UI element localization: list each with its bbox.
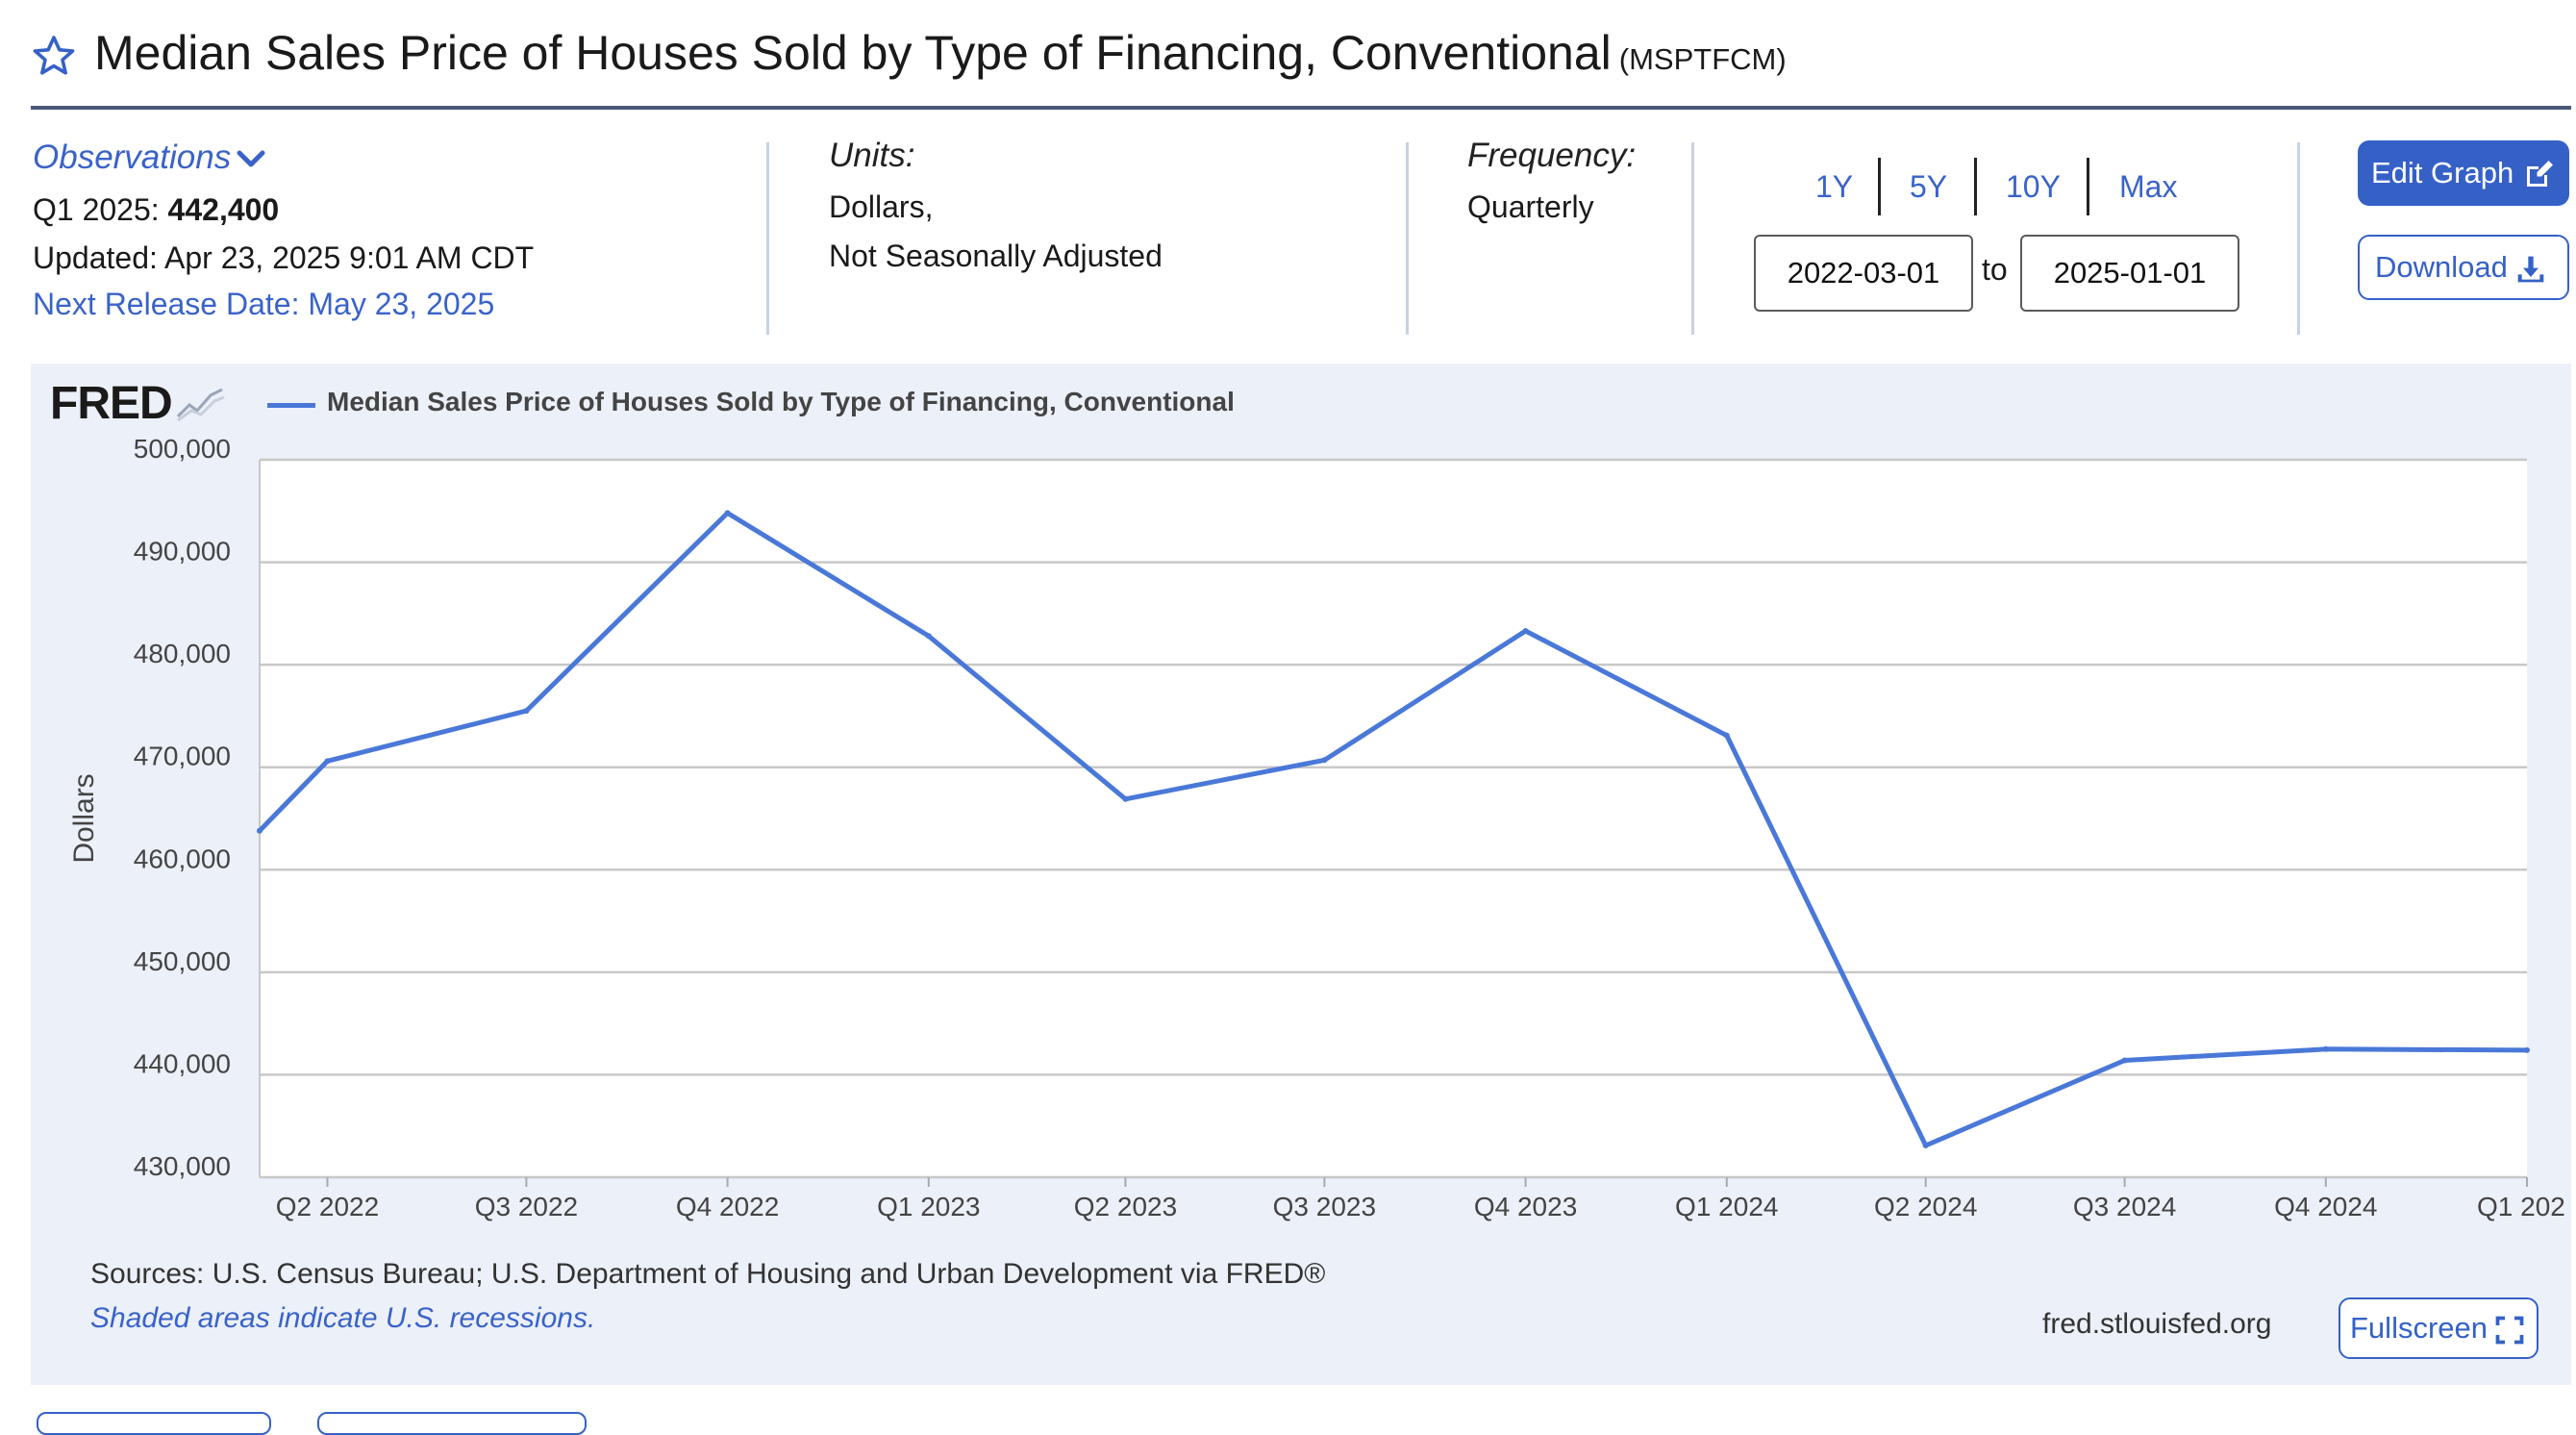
recession-note-link[interactable]: Shaded areas indicate U.S. recessions. [90,1302,596,1334]
frequency-label: Frequency: [1467,137,1637,174]
data-point[interactable] [1922,1142,1929,1148]
x-tick-label: Q2 2022 [276,1192,379,1221]
range-button-5y[interactable]: 5Y [1910,169,1948,204]
series-points [257,510,2530,1148]
legend-swatch [267,403,315,408]
bottom-button[interactable] [37,1412,271,1435]
range-button-max[interactable]: Max [2119,169,2178,204]
range-divider [1974,158,1977,215]
data-point[interactable] [925,633,932,640]
x-tick-label: Q4 2022 [676,1192,779,1221]
end-date-input[interactable]: 2025-01-01 [2020,235,2239,312]
latest-value: 442,400 [167,192,280,227]
start-date-input[interactable]: 2022-03-01 [1754,235,1973,312]
data-point[interactable] [1122,795,1129,802]
download-button[interactable]: Download [2358,235,2569,300]
data-point[interactable] [724,510,731,516]
updated-text: Updated: Apr 23, 2025 9:01 AM CDT [33,240,535,275]
edit-graph-button[interactable]: Edit Graph [2358,140,2569,206]
x-tick-label: Q3 2022 [475,1192,578,1221]
range-divider [2087,158,2089,215]
grid-lines [259,458,2527,1179]
fred-logo-text: FRED [50,378,173,429]
x-tick-label: Q1 202 [2477,1192,2565,1221]
x-tick-label: Q3 2024 [2073,1192,2176,1221]
edit-icon [2527,160,2554,187]
data-point[interactable] [1522,627,1529,634]
units-label: Units: [829,137,915,174]
y-tick-label: 450,000 [134,946,231,976]
y-tick-label: 480,000 [134,639,231,668]
range-button-1y[interactable]: 1Y [1815,169,1854,204]
edit-graph-label: Edit Graph [2371,156,2514,189]
series-title: Median Sales Price of Houses Sold by Typ… [94,26,1612,80]
column-divider [1691,142,1694,335]
x-tick-label: Q2 2024 [1874,1192,1977,1221]
y-tick-label: 440,000 [134,1048,231,1078]
legend-label: Median Sales Price of Houses Sold by Typ… [327,387,1235,416]
units-line1: Dollars, [829,189,934,224]
y-tick-label: 430,000 [134,1151,231,1181]
data-point[interactable] [1321,757,1328,764]
bottom-button[interactable] [317,1412,587,1435]
data-point[interactable] [2322,1045,2329,1052]
sources-text: Sources: U.S. Census Bureau; U.S. Depart… [90,1258,1326,1290]
series-code: (MSPTFCM) [1618,42,1787,76]
download-icon [2517,256,2544,283]
latest-observation: Q1 2025: 442,400 [33,192,279,228]
page-title: Median Sales Price of Houses Sold by Typ… [94,25,1787,81]
fred-logo: FRED [50,377,226,430]
fullscreen-label: Fullscreen [2350,1311,2488,1345]
y-axis-ticks: 500,000 490,000 480,000 470,000 460,000 450,0… [134,434,231,1181]
data-point[interactable] [2524,1046,2530,1053]
x-tick-label: Q4 2023 [1474,1192,1577,1221]
data-point[interactable] [523,708,530,715]
data-point[interactable] [257,827,263,834]
fred-logo-graph-icon [176,388,225,422]
x-tick-label: Q4 2024 [2274,1192,2377,1221]
next-release-link[interactable]: Next Release Date: May 23, 2025 [33,287,495,321]
x-tick-label: Q2 2023 [1074,1192,1177,1221]
y-tick-label: 490,000 [134,537,231,566]
x-tick-label: Q3 2023 [1273,1192,1376,1221]
latest-period: Q1 2025: [33,192,160,227]
observations-dropdown[interactable]: Observations [33,138,265,177]
data-point[interactable] [1723,732,1730,739]
data-point[interactable] [2121,1057,2128,1064]
data-point[interactable] [324,758,331,765]
favorite-star-icon[interactable] [31,33,77,79]
column-divider [766,142,769,335]
x-tick-label: Q1 2023 [877,1192,980,1221]
units-line2: Not Seasonally Adjusted [829,239,1163,273]
y-axis-label: Dollars [68,773,100,863]
site-url: fred.stlouisfed.org [2042,1308,2272,1340]
plot-area [260,460,2527,1177]
header-divider [31,106,2571,110]
x-tick-label: Q1 2024 [1675,1192,1778,1221]
range-button-10y[interactable]: 10Y [2006,169,2061,204]
download-label: Download [2375,250,2508,284]
chevron-down-icon [237,150,265,167]
observations-label: Observations [33,138,232,176]
y-tick-label: 470,000 [134,742,231,771]
fullscreen-button[interactable]: Fullscreen [2338,1297,2538,1359]
date-range-to-label: to [1982,252,2008,287]
y-tick-label: 500,000 [134,434,231,464]
y-tick-label: 460,000 [134,843,231,873]
x-axis-ticks: Q2 2022 Q3 2022 Q4 2022 Q1 2023 Q2 2023 Q3 20… [276,1177,2565,1221]
range-divider [1878,158,1881,215]
column-divider [1406,142,1409,335]
column-divider [2297,142,2300,335]
fullscreen-icon [2495,1316,2524,1345]
frequency-value: Quarterly [1467,189,1594,224]
